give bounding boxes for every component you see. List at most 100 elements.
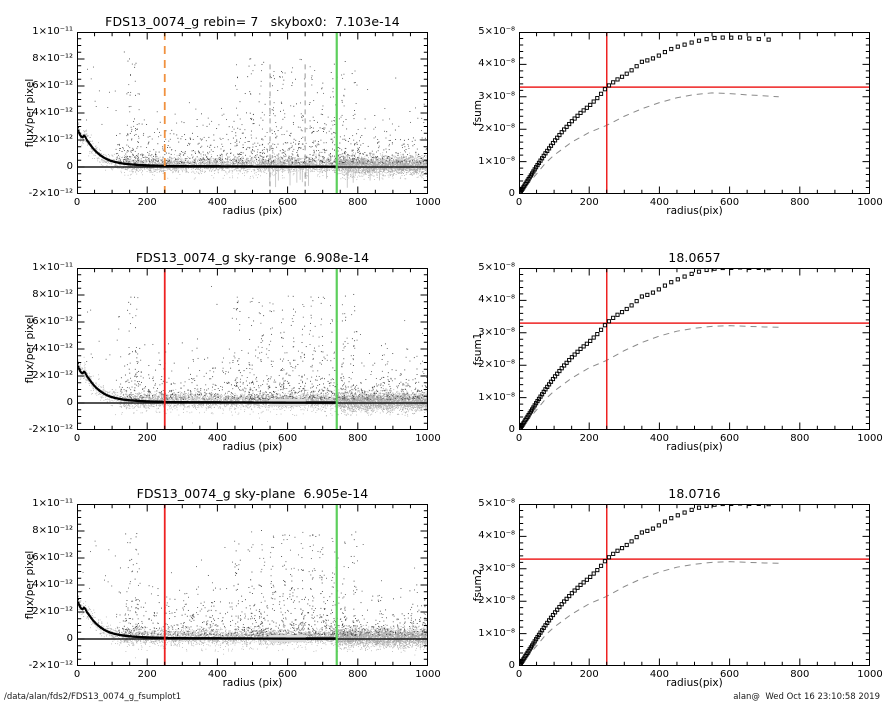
x-tick-label: 0: [73, 197, 81, 208]
y-tick-label: 5×10⁻⁸: [478, 498, 515, 509]
y-tick-label: -2×10⁻¹²: [28, 660, 73, 671]
flux-scatter-plot-canvas: [77, 268, 428, 430]
file-path-footer: /data/alan/fds2/FDS13_0074_g_fsumplot1: [4, 692, 182, 702]
y-tick-label: 4×10⁻¹²: [32, 579, 73, 590]
x-tick-label: 600: [720, 197, 740, 208]
panel-title: FDS13_0074_g sky-range 6.908e-14: [135, 250, 370, 265]
growth-curve-plot-canvas: [519, 268, 870, 430]
x-tick-label: 800: [790, 669, 810, 680]
y-tick-label: 3×10⁻⁸: [478, 562, 515, 574]
x-axis-label: radius (pix): [222, 441, 283, 453]
x-tick-label: 1000: [857, 197, 883, 208]
y-tick-label: -2×10⁻¹²: [28, 188, 73, 199]
x-axis-label: radius(pix): [666, 441, 723, 453]
x-tick-label: 1000: [857, 433, 883, 444]
x-tick-label: 1000: [415, 197, 441, 208]
x-tick-label: 1000: [415, 433, 441, 444]
x-axis-label: radius (pix): [222, 677, 283, 689]
panel-title: FDS13_0074_g rebin= 7 skybox0: 7.103e-14: [105, 14, 400, 29]
x-tick-label: 1000: [415, 669, 441, 680]
x-tick-label: 800: [790, 197, 810, 208]
panel-fsum-top: magtot0= 18.702 RADGAL= 250. fsum radius…: [442, 0, 885, 236]
y-tick-label: 6×10⁻¹²: [32, 552, 73, 563]
x-tick-label: 600: [720, 669, 740, 680]
y-tick-label: 2×10⁻¹²: [32, 606, 73, 617]
x-tick-label: 200: [137, 669, 157, 680]
x-axis-label: radius(pix): [666, 677, 723, 689]
y-tick-label: 0: [508, 188, 515, 199]
y-tick-label: 6×10⁻¹²: [32, 316, 73, 327]
y-tick-label: 1×10⁻⁸: [478, 391, 515, 403]
y-tick-label: 5×10⁻⁸: [478, 262, 515, 273]
x-tick-label: 800: [790, 433, 810, 444]
y-tick-label: 1×10⁻⁸: [478, 627, 515, 639]
panel-fsum-bottom: 18.0716 magtot2= 18.698 RADGAL= 250. fsu…: [442, 472, 885, 708]
y-tick-label: 4×10⁻⁸: [478, 530, 515, 542]
x-tick-label: 1000: [857, 669, 883, 680]
y-tick-label: 2×10⁻⁸: [478, 359, 515, 371]
y-tick-label: 4×10⁻⁸: [478, 294, 515, 306]
x-tick-label: 800: [348, 433, 368, 444]
y-tick-label: 0: [66, 633, 73, 644]
y-tick-label: 8×10⁻¹²: [32, 53, 73, 64]
user-timestamp-footer: alan@ Wed Oct 16 23:10:58 2019: [733, 692, 880, 702]
y-tick-label: 4×10⁻⁸: [478, 58, 515, 70]
y-tick-label: 1×10⁻¹¹: [32, 26, 73, 37]
x-tick-label: 400: [649, 197, 669, 208]
y-tick-label: 8×10⁻¹²: [32, 525, 73, 536]
x-tick-label: 200: [579, 197, 599, 208]
x-tick-label: 400: [649, 433, 669, 444]
x-tick-label: 0: [73, 433, 81, 444]
y-tick-label: 6×10⁻¹²: [32, 80, 73, 91]
panel-title: 18.0657: [668, 250, 721, 265]
x-tick-label: 0: [515, 669, 523, 680]
y-tick-label: 0: [66, 161, 73, 172]
x-tick-label: 600: [278, 433, 298, 444]
y-tick-label: 8×10⁻¹²: [32, 289, 73, 300]
growth-curve-plot-canvas: [519, 32, 870, 194]
y-axis-label: fsum: [472, 99, 484, 127]
panel-flux-top: FDS13_0074_g rebin= 7 skybox0: 7.103e-14…: [0, 0, 442, 236]
x-tick-label: 0: [515, 197, 523, 208]
y-tick-label: 1×10⁻¹¹: [32, 262, 73, 273]
x-tick-label: 0: [515, 433, 523, 444]
y-tick-label: 2×10⁻¹²: [32, 370, 73, 381]
x-tick-label: 200: [579, 433, 599, 444]
x-tick-label: 200: [137, 197, 157, 208]
x-tick-label: 800: [348, 669, 368, 680]
y-tick-label: 3×10⁻⁸: [478, 326, 515, 338]
x-tick-label: 200: [579, 669, 599, 680]
panel-title: FDS13_0074_g sky-plane 6.905e-14: [136, 486, 369, 501]
x-tick-label: 600: [278, 197, 298, 208]
flux-scatter-plot-canvas: [77, 504, 428, 666]
x-tick-label: 800: [348, 197, 368, 208]
y-tick-label: 4×10⁻¹²: [32, 343, 73, 354]
y-tick-label: 1×10⁻¹¹: [32, 498, 73, 509]
panel-title: 18.0716: [668, 486, 721, 501]
y-tick-label: 1×10⁻⁸: [478, 155, 515, 167]
panel-flux-middle: FDS13_0074_g sky-range 6.908e-14 rms= 6.…: [0, 236, 442, 472]
y-tick-label: 0: [508, 660, 515, 671]
y-tick-label: 4×10⁻¹²: [32, 107, 73, 118]
panel-flux-bottom: FDS13_0074_g sky-plane 6.905e-14 rms= 6.…: [0, 472, 442, 708]
y-tick-label: 2×10⁻⁸: [478, 123, 515, 135]
panel-fsum-middle: 18.0657 magtot1= 18.694 RADGAL= 250. fsu…: [442, 236, 885, 472]
x-tick-label: 400: [207, 433, 227, 444]
y-tick-label: 3×10⁻⁸: [478, 90, 515, 102]
y-tick-label: -2×10⁻¹²: [28, 424, 73, 435]
flux-scatter-plot-canvas: [77, 32, 428, 194]
y-tick-label: 2×10⁻¹²: [32, 134, 73, 145]
x-tick-label: 200: [137, 433, 157, 444]
x-axis-label: radius(pix): [666, 205, 723, 217]
x-axis-label: radius (pix): [222, 205, 283, 217]
x-tick-label: 400: [207, 197, 227, 208]
x-tick-label: 0: [73, 669, 81, 680]
growth-curve-plot-canvas: [519, 504, 870, 666]
x-tick-label: 400: [649, 669, 669, 680]
y-tick-label: 5×10⁻⁸: [478, 26, 515, 37]
y-tick-label: 0: [508, 424, 515, 435]
x-tick-label: 600: [278, 669, 298, 680]
y-tick-label: 0: [66, 397, 73, 408]
y-tick-label: 2×10⁻⁸: [478, 595, 515, 607]
